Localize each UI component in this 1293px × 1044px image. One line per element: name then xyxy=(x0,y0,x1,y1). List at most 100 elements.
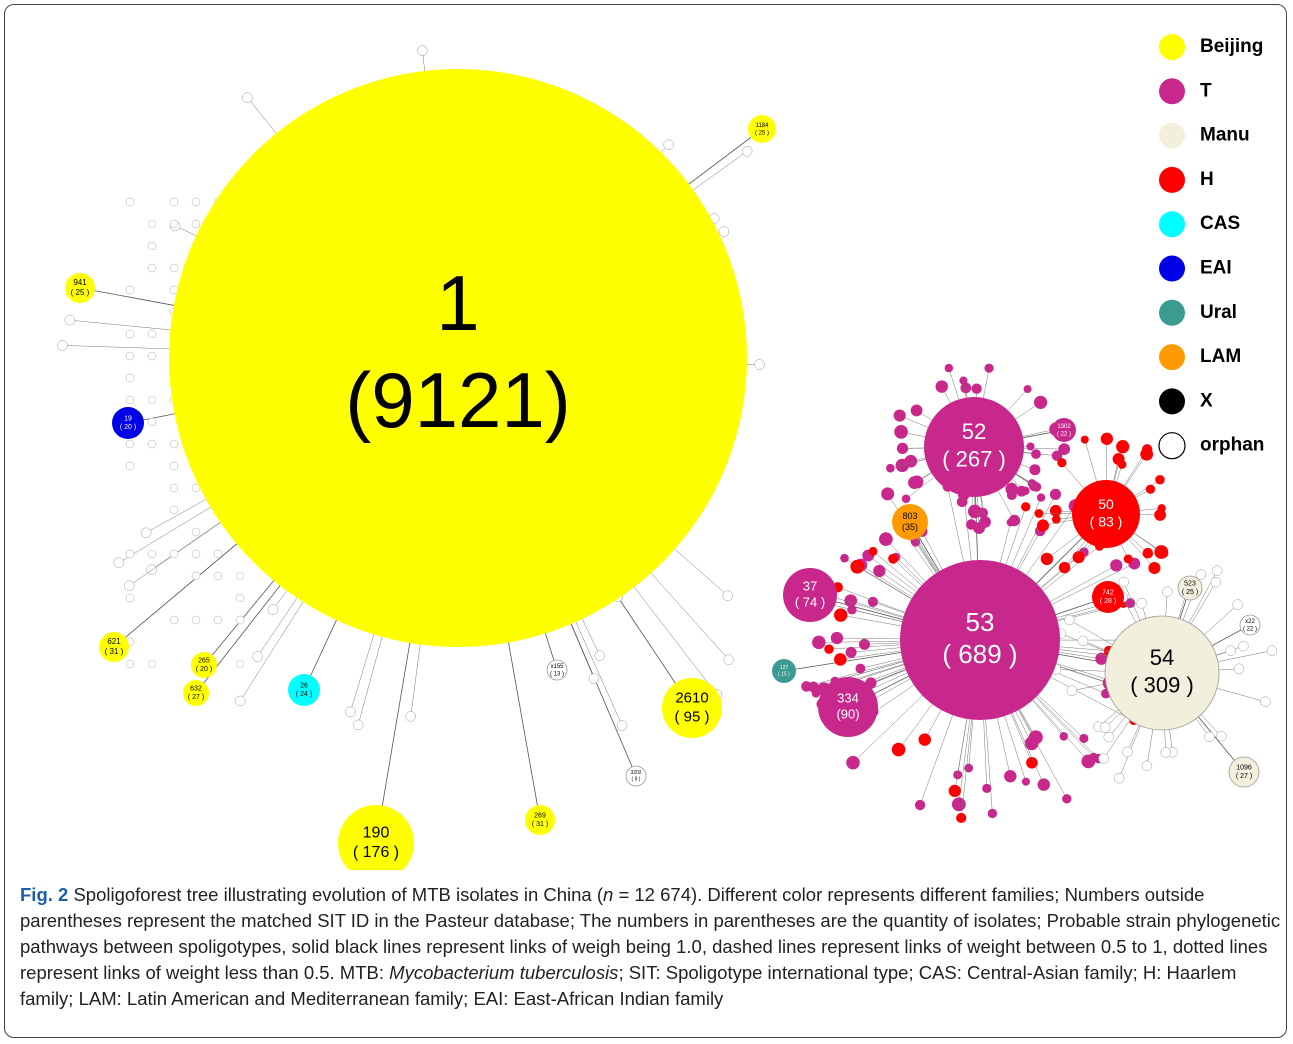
small-node xyxy=(235,659,245,669)
edge xyxy=(692,151,748,191)
node-count: ( 31 ) xyxy=(105,647,124,656)
small-node xyxy=(1141,760,1153,772)
small-node xyxy=(147,219,157,229)
small-node xyxy=(1113,772,1125,784)
small-node xyxy=(904,454,918,468)
node-id: x22 xyxy=(1245,619,1255,625)
node-id: 26 xyxy=(300,683,308,690)
small-node xyxy=(845,646,857,658)
node-count: ( 83 ) xyxy=(1090,513,1123,529)
small-node xyxy=(1125,598,1136,609)
small-node xyxy=(718,226,730,237)
legend-swatch xyxy=(1158,432,1186,460)
small-node xyxy=(1023,385,1032,394)
small-node xyxy=(847,605,857,615)
edge xyxy=(1123,581,1141,621)
node-count: ( 20 ) xyxy=(196,666,212,673)
node-id: 334 xyxy=(837,690,859,705)
node-circle xyxy=(662,678,722,738)
small-node xyxy=(213,549,223,559)
edge xyxy=(151,522,221,570)
edge xyxy=(1042,546,1100,591)
small-node xyxy=(1008,514,1021,527)
small-node xyxy=(1036,519,1049,532)
node-id: 621 xyxy=(107,637,121,646)
node-circle xyxy=(1228,756,1260,788)
small-node xyxy=(125,395,135,405)
node-id: 19 xyxy=(124,416,132,423)
edge xyxy=(850,600,904,617)
small-node xyxy=(846,755,860,770)
small-node xyxy=(663,139,674,150)
edge xyxy=(570,623,595,679)
node-id: 3202 xyxy=(630,770,641,776)
small-node xyxy=(1028,730,1043,745)
edge xyxy=(1053,671,1107,694)
small-node xyxy=(881,487,895,501)
node-id: 1 xyxy=(436,259,479,347)
small-node xyxy=(140,527,152,539)
small-node xyxy=(1021,502,1031,512)
edge xyxy=(892,558,922,586)
small-node xyxy=(169,197,179,207)
node-circle xyxy=(288,674,320,706)
small-node xyxy=(1195,569,1207,580)
node-circle xyxy=(65,273,95,303)
edge xyxy=(674,548,728,596)
small-node xyxy=(169,549,179,559)
node-count: ( 22 ) xyxy=(1057,431,1071,437)
small-node xyxy=(1116,440,1130,454)
small-node xyxy=(1225,645,1236,656)
caption-text: Mycobacterium tuberculosis xyxy=(389,962,619,983)
small-node xyxy=(1077,635,1089,647)
edge xyxy=(1061,462,1085,489)
node: 1096( 27 ) xyxy=(1228,756,1260,788)
small-node xyxy=(1155,474,1165,485)
edge xyxy=(1055,664,1110,684)
small-node xyxy=(833,608,848,622)
edge xyxy=(872,601,905,614)
small-node xyxy=(125,197,135,207)
small-node xyxy=(1266,645,1278,656)
edge xyxy=(1011,497,1042,567)
node-count: ( 25 ) xyxy=(755,130,769,136)
caption-text: Spoligoforest tree illustrating evolutio… xyxy=(68,884,604,905)
edge xyxy=(860,658,903,669)
edge xyxy=(575,621,623,726)
small-node xyxy=(1216,730,1227,742)
small-node xyxy=(169,439,179,449)
small-node xyxy=(1145,484,1156,494)
edge xyxy=(1103,719,1131,759)
small-node xyxy=(1059,732,1069,741)
edge xyxy=(247,97,277,134)
small-node xyxy=(147,439,157,449)
edge xyxy=(851,609,903,622)
node-count: (35) xyxy=(902,522,918,532)
edge xyxy=(1033,699,1089,762)
small-node xyxy=(1058,443,1071,455)
small-node xyxy=(147,263,157,273)
small-node xyxy=(1159,548,1169,558)
node: 632( 27 ) xyxy=(183,680,209,706)
small-node xyxy=(1162,586,1173,598)
small-node xyxy=(844,594,858,607)
small-node xyxy=(1064,614,1075,626)
node: 54( 309 ) xyxy=(1104,615,1220,731)
small-node xyxy=(888,553,898,564)
edge xyxy=(1046,534,1080,560)
caption-text: ; SIT: Spoligotype international type; C… xyxy=(20,962,1237,1009)
node-count: ( 9 ) xyxy=(632,776,641,782)
node-id: 269 xyxy=(534,813,546,820)
small-node xyxy=(1160,747,1171,758)
node-id: 37 xyxy=(803,578,817,593)
node-id: 1096 xyxy=(1236,765,1252,772)
node-id: 127 xyxy=(780,665,789,671)
small-node xyxy=(840,553,849,563)
node-count: ( 267 ) xyxy=(942,446,1006,471)
small-node xyxy=(1099,722,1111,733)
small-node xyxy=(1072,551,1085,564)
small-node xyxy=(982,783,992,794)
small-node xyxy=(1062,794,1072,804)
small-node xyxy=(147,241,157,251)
small-node xyxy=(1079,733,1089,744)
